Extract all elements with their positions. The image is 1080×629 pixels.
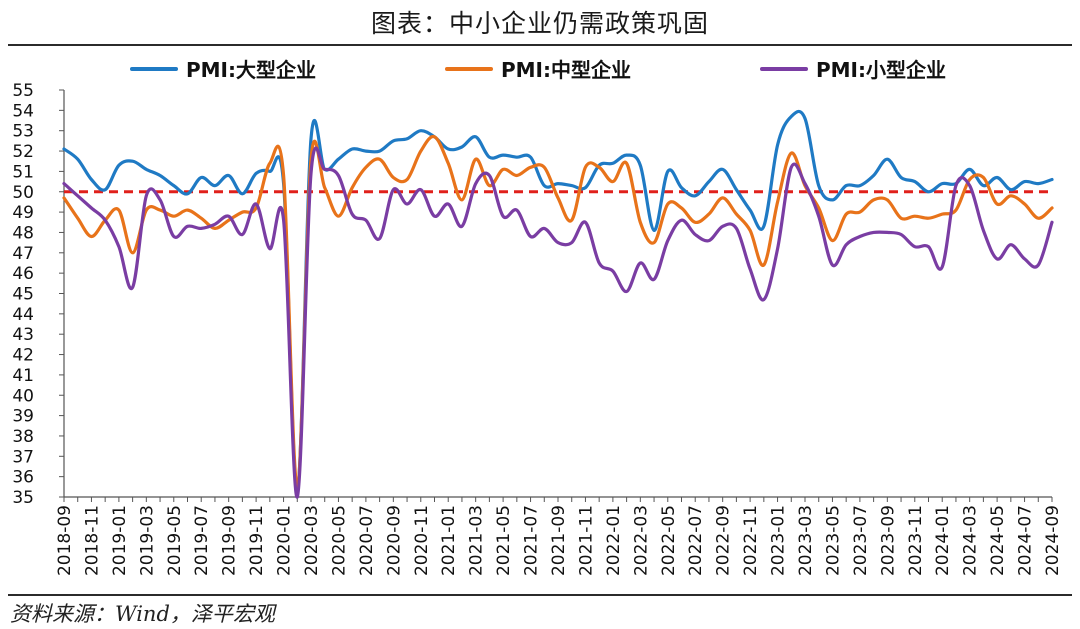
- y-tick-label: 46: [12, 264, 34, 284]
- y-tick-label: 44: [12, 305, 34, 325]
- x-tick-label: 2022-07: [686, 505, 706, 576]
- x-tick-label: 2022-01: [604, 505, 624, 576]
- x-tick-label: 2021-03: [467, 505, 487, 576]
- y-tick-label: 49: [12, 203, 34, 223]
- y-tick-label: 45: [12, 285, 34, 305]
- x-tick-label: 2024-05: [988, 505, 1008, 576]
- x-tick-label: 2022-03: [631, 505, 651, 576]
- source-note: 资料来源：Wind，泽平宏观: [10, 602, 275, 626]
- y-tick-label: 51: [12, 162, 34, 182]
- series-line-large: [62, 109, 1054, 493]
- x-tick-label: 2020-03: [302, 505, 322, 576]
- x-tick-label: 2018-09: [55, 505, 75, 576]
- x-tick-label: 2019-05: [165, 505, 185, 576]
- legend-swatch-medium: [445, 66, 493, 71]
- x-tick-label: 2023-09: [878, 505, 898, 576]
- y-tick-label: 43: [12, 325, 34, 345]
- source-rule: [8, 594, 1072, 596]
- x-tick-label: 2020-05: [329, 505, 349, 576]
- x-tick-label: 2023-03: [796, 505, 816, 576]
- y-tick-label: 38: [12, 427, 34, 447]
- x-tick-label: 2021-09: [549, 505, 569, 576]
- legend-swatch-small: [760, 66, 808, 71]
- series-line-medium: [62, 134, 1054, 489]
- y-tick-label: 54: [12, 101, 34, 121]
- x-tick-label: 2021-07: [522, 505, 542, 576]
- x-tick-label: 2022-11: [741, 505, 761, 576]
- x-tick-label: 2018-11: [82, 505, 102, 576]
- x-tick-label: 2024-09: [1043, 505, 1063, 576]
- x-tick-label: 2021-05: [494, 505, 514, 576]
- chart-legend: PMI:大型企业 PMI:中型企业 PMI:小型企业: [0, 54, 1080, 88]
- x-tick-label: 2020-01: [275, 505, 295, 576]
- legend-swatch-large: [130, 66, 178, 71]
- x-tick-label: 2023-07: [851, 505, 871, 576]
- y-tick-label: 48: [12, 223, 34, 243]
- x-tick-label: 2019-11: [247, 505, 267, 576]
- y-tick-label: 53: [12, 122, 34, 142]
- y-tick-label: 42: [12, 346, 34, 366]
- x-tick-label: 2024-01: [933, 505, 953, 576]
- x-tick-label: 2024-03: [961, 505, 981, 576]
- legend-item-medium: PMI:中型企业: [445, 54, 631, 83]
- x-tick-label: 2021-01: [439, 505, 459, 576]
- legend-label-large: PMI:大型企业: [186, 58, 316, 82]
- x-tick-label: 2021-11: [576, 505, 596, 576]
- x-tick-label: 2023-11: [906, 505, 926, 576]
- y-tick-label: 52: [12, 142, 34, 162]
- legend-item-large: PMI:大型企业: [130, 54, 316, 83]
- legend-label-medium: PMI:中型企业: [501, 58, 631, 82]
- y-tick-label: 36: [12, 468, 34, 488]
- x-tick-label: 2022-05: [659, 505, 679, 576]
- y-tick-label: 55: [12, 81, 34, 101]
- x-tick-label: 2024-07: [1016, 505, 1036, 576]
- y-tick-label: 40: [12, 386, 34, 406]
- series-line-small: [62, 146, 1054, 499]
- title-underline: [8, 44, 1072, 46]
- x-tick-label: 2019-07: [192, 505, 212, 576]
- y-tick-label: 50: [12, 183, 34, 203]
- x-tick-label: 2019-03: [137, 505, 157, 576]
- x-tick-label: 2023-05: [823, 505, 843, 576]
- y-tick-label: 39: [12, 407, 34, 427]
- x-tick-label: 2019-09: [220, 505, 240, 576]
- figure-title: 图表：中小企业仍需政策巩固: [370, 9, 709, 38]
- y-tick-label: 35: [12, 488, 34, 508]
- x-tick-label: 2020-07: [357, 505, 377, 576]
- y-tick-label: 41: [12, 366, 34, 386]
- x-tick-label: 2020-11: [412, 505, 432, 576]
- legend-item-small: PMI:小型企业: [760, 54, 946, 83]
- y-tick-label: 47: [12, 244, 34, 264]
- legend-label-small: PMI:小型企业: [816, 58, 946, 82]
- x-tick-label: 2023-01: [769, 505, 789, 576]
- x-tick-label: 2020-09: [384, 505, 404, 576]
- y-tick-label: 37: [12, 447, 34, 467]
- x-tick-label: 2022-09: [714, 505, 734, 576]
- x-tick-label: 2019-01: [110, 505, 130, 576]
